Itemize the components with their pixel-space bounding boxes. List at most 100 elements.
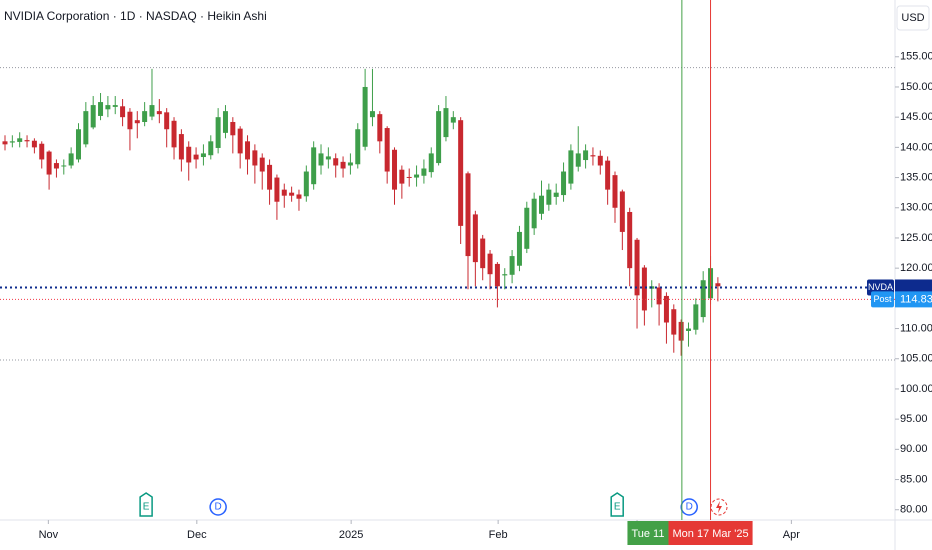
dividend-flash-icon[interactable]	[710, 498, 728, 516]
candle-body	[685, 328, 691, 331]
y-tick-label: 105.00	[900, 353, 932, 365]
candle-body	[597, 155, 603, 166]
y-tick-label: 130.00	[900, 202, 932, 214]
candle-body	[443, 108, 449, 138]
chart-title: NVIDIA Corporation · 1D · NASDAQ · Heiki…	[4, 9, 267, 23]
post-value-box	[895, 291, 932, 308]
candle-body	[259, 157, 265, 172]
y-tick-label: 120.00	[900, 262, 932, 274]
candle-body	[590, 155, 596, 157]
y-tick-label: 125.00	[900, 232, 932, 244]
candle-body	[524, 207, 530, 249]
currency-button[interactable]	[896, 5, 930, 31]
candle-body	[46, 151, 52, 175]
post-label: Post	[873, 294, 892, 304]
date-box	[668, 521, 753, 545]
candle-body	[318, 153, 324, 166]
candle-body	[2, 141, 8, 145]
candle-body	[9, 141, 15, 143]
candle-body	[502, 274, 508, 276]
candle-body	[237, 128, 243, 154]
candle-body	[120, 106, 126, 118]
candle-body	[406, 176, 412, 178]
candle-body	[252, 150, 258, 166]
y-tick-label: 80.00	[900, 504, 928, 516]
candle-body	[538, 195, 544, 214]
candle-body	[634, 239, 640, 296]
candle-body	[384, 128, 390, 172]
candle-body	[465, 173, 471, 257]
candle-body	[450, 117, 456, 123]
candle-body	[428, 153, 434, 173]
candle-body	[156, 111, 162, 115]
candle-body	[700, 280, 706, 318]
x-tick-label: Dec	[187, 529, 207, 541]
candle-body	[296, 194, 302, 199]
candle-body	[641, 267, 647, 311]
candle-body	[436, 111, 442, 164]
candle-body	[531, 198, 537, 229]
candle-body	[83, 111, 89, 145]
candle-body	[392, 149, 398, 190]
candle-body	[333, 158, 339, 166]
candle-body	[222, 111, 228, 133]
candle-body	[274, 177, 280, 202]
candle-body	[663, 295, 669, 323]
candle-body	[245, 141, 251, 160]
candle-body	[31, 140, 37, 148]
event-marker[interactable]: D	[680, 498, 698, 516]
candle-body	[546, 189, 552, 205]
candle-body	[509, 256, 515, 275]
event-marker[interactable]: D	[209, 498, 227, 516]
event-icon	[209, 498, 227, 516]
currency: USD	[901, 12, 924, 24]
candle-body	[487, 253, 493, 275]
x-tick-label: Feb	[489, 529, 508, 541]
candle-body	[17, 138, 23, 142]
event-icon	[139, 492, 153, 517]
candle-body	[627, 211, 633, 269]
candle-body	[142, 111, 148, 122]
candle-body	[281, 189, 287, 196]
candle-body	[208, 141, 214, 156]
event-marker[interactable]: E	[139, 492, 153, 517]
candle-body	[105, 105, 111, 110]
event-label: D	[215, 502, 222, 513]
candle-body	[369, 111, 375, 118]
candle-body	[325, 156, 331, 160]
y-tick-label: 155.00	[900, 51, 932, 63]
x-tick-label: 2025	[339, 529, 363, 541]
date-label: Tue 11	[631, 528, 664, 540]
event-label: E	[143, 502, 150, 513]
post-value: 114.83	[900, 293, 932, 305]
candle-body	[612, 175, 618, 208]
candle-body	[127, 111, 133, 130]
event-label: E	[614, 502, 621, 513]
candle-body	[134, 120, 140, 124]
candle-body	[671, 309, 677, 335]
candle-body	[267, 164, 273, 190]
candle-body	[340, 161, 346, 169]
candle-body	[178, 134, 184, 160]
candle-body	[355, 129, 361, 165]
y-tick-label: 135.00	[900, 171, 932, 183]
y-tick-label: 85.00	[900, 473, 928, 485]
y-tick-label: 110.00	[900, 322, 932, 334]
candle-body	[68, 153, 74, 166]
candle-body	[186, 146, 192, 163]
candle-body	[583, 150, 589, 161]
event-marker[interactable]: E	[610, 492, 624, 517]
candle-body	[568, 150, 574, 184]
event-label: D	[686, 502, 693, 513]
candle-body	[215, 117, 221, 148]
price-label: NVDA	[868, 282, 893, 292]
candle-body	[458, 120, 464, 226]
candle-body	[605, 160, 611, 190]
event-icon	[680, 498, 698, 516]
candle-body	[149, 105, 155, 117]
y-tick-label: 90.00	[900, 443, 928, 455]
y-tick-label: 145.00	[900, 111, 932, 123]
y-tick-label: 140.00	[900, 141, 932, 153]
